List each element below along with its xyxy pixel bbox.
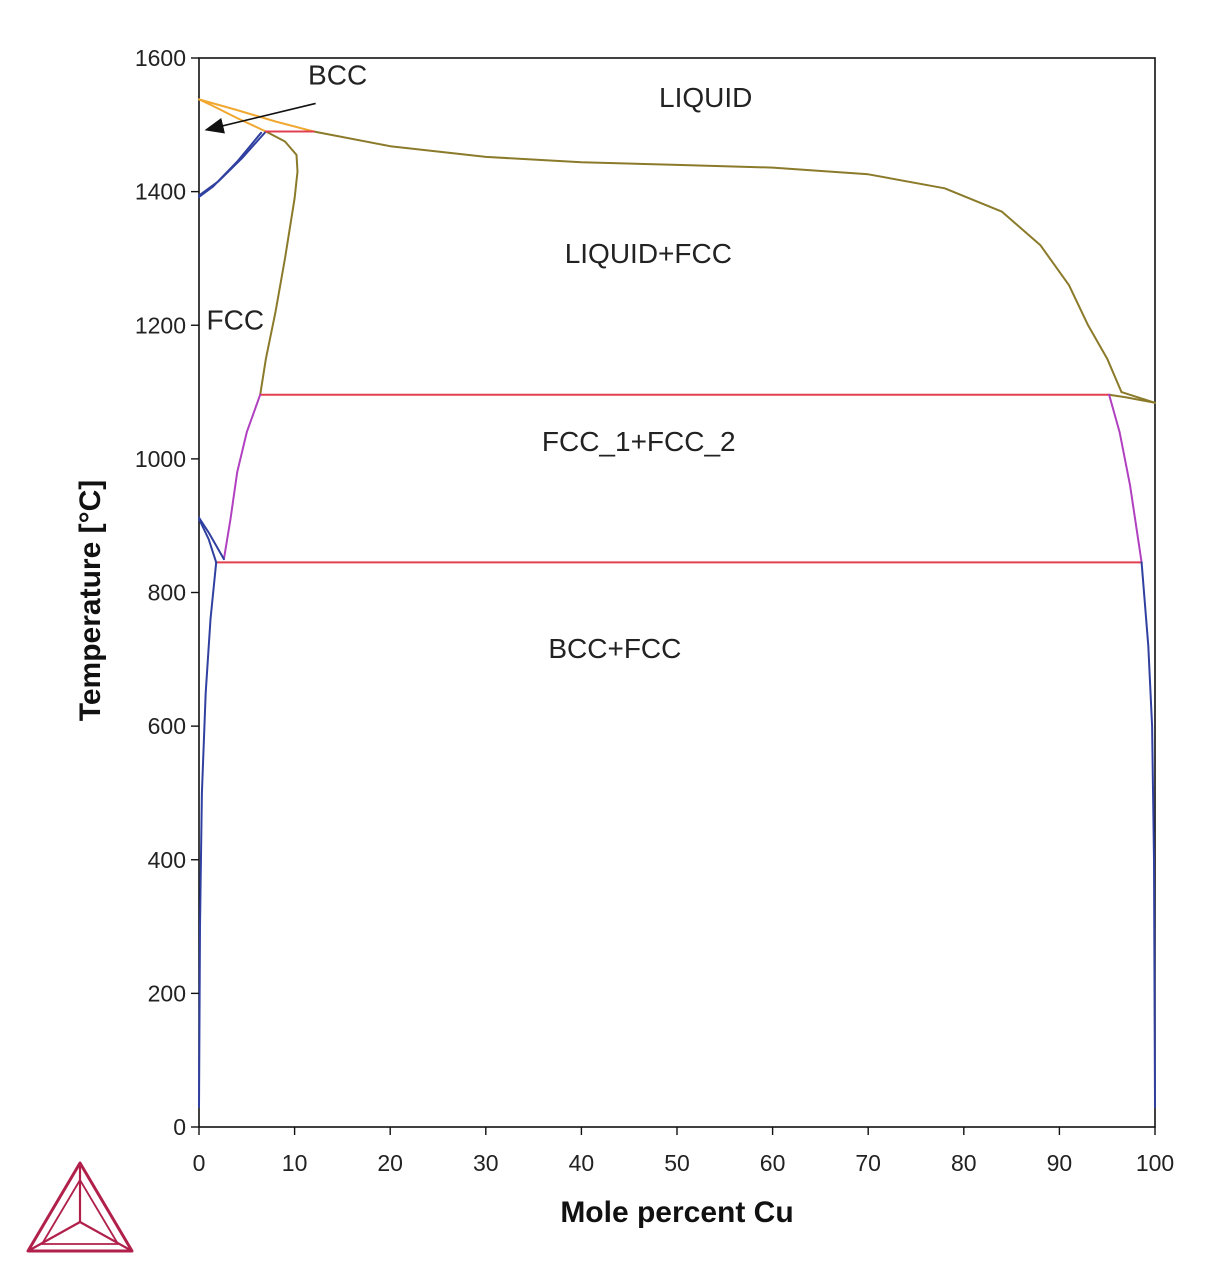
thermo-calc-logo-icon bbox=[26, 1161, 134, 1253]
y-tick-label: 1600 bbox=[135, 45, 186, 71]
boundary-alpha-gamma-lower bbox=[198, 518, 218, 564]
y-axis-title: Temperature [°C] bbox=[74, 480, 107, 721]
boundary-solidus-fe-rich bbox=[259, 130, 299, 396]
label-liquid: LIQUID bbox=[659, 82, 752, 113]
label-bcc: BCC bbox=[308, 60, 367, 91]
plot-frame bbox=[198, 57, 1156, 1128]
bcc-arrow bbox=[204, 102, 316, 134]
boundary-bcc-liquid-left bbox=[198, 98, 267, 133]
x-tick-label: 80 bbox=[951, 1150, 977, 1176]
y-tick-label: 200 bbox=[148, 980, 186, 1006]
x-tick-label: 70 bbox=[855, 1150, 881, 1176]
boundary-bcc-fcc-upper bbox=[198, 130, 267, 197]
boundary-alpha-gamma-upper bbox=[198, 516, 225, 561]
region-labels: BCC LIQUID LIQUID+FCC FCC FCC_1+FCC_2 BCC+FCC bbox=[204, 60, 752, 664]
label-fcc1-fcc2: FCC_1+FCC_2 bbox=[542, 426, 736, 457]
x-tick-label: 20 bbox=[377, 1150, 403, 1176]
x-tick-label: 10 bbox=[282, 1150, 308, 1176]
label-liquid-fcc: LIQUID+FCC bbox=[565, 238, 732, 269]
logo-spoke-right bbox=[79, 1221, 133, 1252]
y-tick-label: 800 bbox=[148, 580, 186, 606]
boundary-bcc-solvus-fe-rich bbox=[198, 561, 218, 1108]
logo-outer-triangle bbox=[26, 1161, 134, 1253]
phase-boundaries bbox=[198, 98, 1156, 1108]
plot-area bbox=[198, 57, 1156, 1128]
boundary-bcc-fcc-lower bbox=[198, 131, 263, 198]
y-tick-label: 0 bbox=[173, 1114, 186, 1140]
y-tick-label: 1200 bbox=[135, 312, 186, 338]
logo-spoke-left bbox=[27, 1221, 81, 1252]
x-tick-label: 60 bbox=[760, 1150, 786, 1176]
boundary-solidus-cu-rich bbox=[1108, 393, 1156, 404]
x-tick-label: 40 bbox=[569, 1150, 595, 1176]
y-tick-label: 600 bbox=[148, 713, 186, 739]
boundary-liquidus bbox=[312, 130, 1123, 394]
x-tick-label: 50 bbox=[664, 1150, 690, 1176]
x-tick-label: 30 bbox=[473, 1150, 499, 1176]
label-fcc: FCC bbox=[207, 304, 265, 335]
logo-inner-triangle bbox=[40, 1178, 120, 1245]
boundary-bcc-liquid-right bbox=[198, 98, 315, 133]
boundary-fcc-solvus-cu-end bbox=[1140, 561, 1156, 1108]
y-tick-label: 1400 bbox=[135, 179, 186, 205]
x-axis-title: Mole percent Cu bbox=[560, 1196, 793, 1229]
boundary-fcc-solvus-fe-rich bbox=[222, 393, 262, 561]
boundary-fcc-solvus-cu-rich bbox=[1108, 393, 1143, 564]
label-bcc-fcc: BCC+FCC bbox=[548, 633, 681, 664]
axes: 0 10 20 30 40 50 60 70 80 90 100020040060080010001… bbox=[135, 45, 1174, 1176]
y-tick-label: 1000 bbox=[135, 446, 186, 472]
x-tick-label: 90 bbox=[1047, 1150, 1073, 1176]
x-tick-label: 100 bbox=[1136, 1150, 1174, 1176]
y-tick-label: 400 bbox=[148, 847, 186, 873]
x-tick-label: 0 bbox=[193, 1150, 206, 1176]
